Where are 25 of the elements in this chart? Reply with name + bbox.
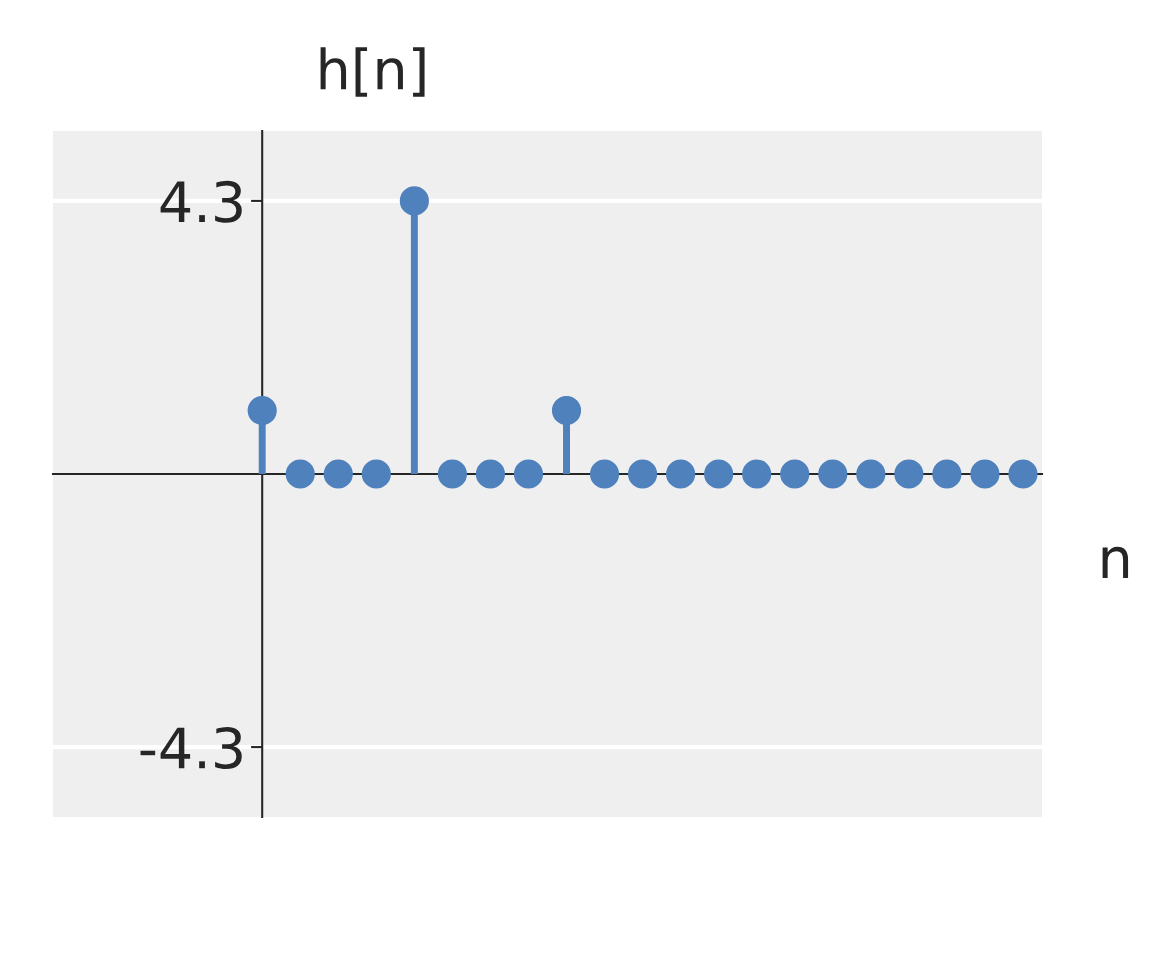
point	[1008, 459, 1038, 489]
point	[627, 459, 658, 489]
point	[894, 459, 924, 489]
point	[818, 459, 848, 489]
point	[323, 459, 353, 489]
point	[970, 459, 1000, 489]
point	[589, 459, 620, 489]
point	[285, 459, 315, 489]
point	[437, 459, 467, 489]
point	[704, 459, 734, 489]
point	[247, 395, 277, 426]
point	[780, 459, 810, 489]
point	[551, 395, 582, 426]
point	[742, 459, 772, 489]
y-tick-label: -4.3	[140, 726, 242, 769]
point	[666, 459, 696, 489]
point	[361, 459, 391, 489]
point	[932, 459, 962, 489]
point	[856, 459, 886, 489]
y-tick-label: 4.3	[160, 180, 242, 223]
point	[513, 459, 544, 489]
point	[399, 186, 429, 216]
chart-title: h[n]	[320, 47, 425, 97]
x-axis-title: n	[1102, 546, 1129, 578]
point	[475, 459, 506, 489]
